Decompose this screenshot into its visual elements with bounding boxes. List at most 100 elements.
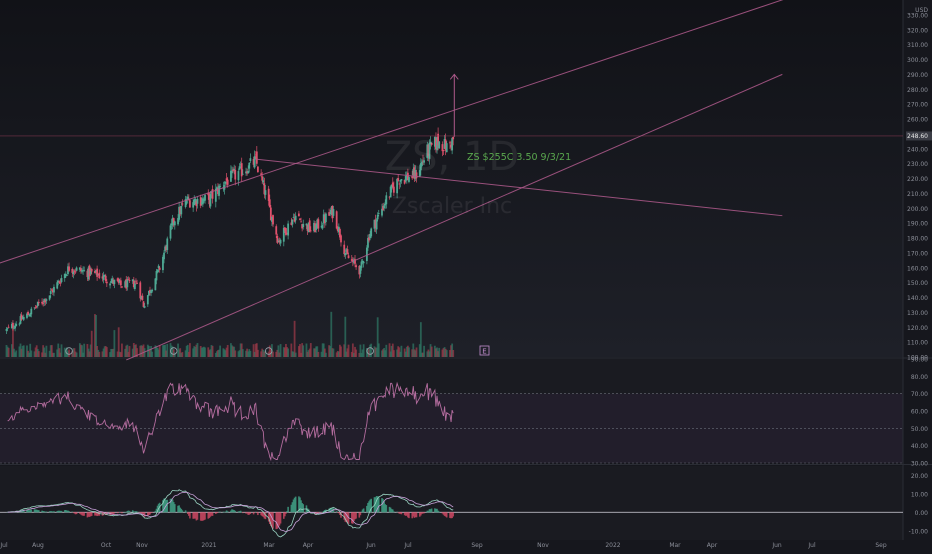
candle [7, 328, 9, 329]
volume-bar [294, 321, 296, 357]
rsi-tick-label: 40.00 [911, 443, 928, 450]
time-tick-label: Jun [771, 542, 782, 549]
candle [56, 282, 58, 288]
candle [254, 156, 256, 167]
candle [343, 245, 345, 254]
price-tick-label: 160.00 [907, 265, 928, 272]
volume-bar [325, 353, 327, 357]
candle [322, 225, 324, 228]
volume-bar [151, 352, 153, 357]
macd-histogram-bar [212, 512, 214, 516]
macd-histogram-bar [242, 512, 244, 513]
price-tick-label: 110.00 [907, 340, 928, 347]
volume-bar [212, 346, 214, 357]
last-price-label: 248.60 [907, 133, 928, 140]
candle [234, 170, 236, 180]
candle [147, 295, 149, 304]
volume-bar [23, 345, 25, 357]
price-tick-label: 150.00 [907, 280, 928, 287]
macd-tick-label: 10.00 [911, 491, 928, 498]
candle [38, 302, 40, 303]
macd-histogram-bar [240, 511, 242, 513]
candle [50, 291, 52, 294]
volume-bar [393, 350, 395, 357]
macd-tick-label: -10.00 [909, 528, 929, 535]
macd-histogram-bar [287, 507, 289, 512]
candle [248, 163, 250, 169]
volume-bar [53, 353, 55, 357]
volume-bar [431, 347, 433, 357]
macd-histogram-bar [285, 512, 287, 514]
macd-histogram-bar [83, 512, 85, 516]
volume-bar [234, 350, 236, 357]
candle [61, 278, 63, 282]
volume-bar [408, 347, 410, 357]
macd-histogram-bar [295, 497, 297, 513]
candle [96, 269, 98, 277]
volume-bar [98, 352, 100, 357]
currency-label: USD [915, 7, 928, 14]
macd-histogram-bar [408, 512, 410, 518]
candle [257, 167, 259, 172]
volume-bar [355, 350, 357, 357]
candle [139, 282, 141, 298]
volume-bar [416, 347, 418, 357]
candle [383, 205, 385, 208]
candle [204, 195, 206, 201]
price-tick-label: 120.00 [907, 325, 928, 332]
macd-histogram-bar [336, 511, 338, 512]
volume-bar [38, 351, 40, 357]
volume-bar [317, 352, 319, 357]
macd-histogram-bar [68, 511, 70, 512]
volume-bar [113, 330, 115, 357]
volume-bar [249, 351, 251, 357]
candle [261, 176, 263, 180]
candle [42, 303, 44, 304]
macd-histogram-bar [71, 512, 73, 513]
volume-bar [91, 331, 93, 357]
macd-histogram-bar [217, 512, 219, 513]
rsi-band [0, 394, 903, 463]
macd-histogram-bar [363, 508, 365, 512]
candle [75, 272, 77, 273]
option-annotation: ZS $255C 3.50 9/3/21 [467, 152, 571, 163]
macd-histogram-bar [197, 512, 199, 519]
volume-bar [423, 346, 425, 357]
candle [200, 197, 202, 206]
candle [157, 270, 159, 273]
candle [212, 189, 214, 199]
volume-bar [68, 349, 70, 357]
volume-bar [30, 350, 32, 357]
candle [27, 312, 29, 315]
candle [315, 225, 317, 230]
candle [393, 187, 395, 193]
candle [14, 326, 16, 329]
volume-bar [197, 343, 199, 357]
candle [309, 220, 311, 231]
price-tick-label: 310.00 [907, 42, 928, 49]
macd-histogram-bar [46, 512, 48, 513]
rsi-tick-label: 50.00 [911, 426, 928, 433]
candle [180, 206, 182, 214]
macd-histogram-bar [53, 511, 55, 512]
macd-histogram-bar [91, 512, 93, 516]
candle [272, 215, 274, 224]
time-tick-label: Jul [403, 542, 412, 549]
candle [98, 273, 100, 278]
candle [36, 306, 38, 307]
macd-histogram-bar [129, 511, 131, 512]
volume-bar [452, 350, 454, 357]
volume-bar [257, 350, 259, 357]
candle [363, 262, 365, 264]
candle [12, 323, 14, 328]
macd-histogram-bar [185, 510, 187, 512]
candle [151, 290, 153, 291]
candle [53, 287, 55, 293]
candle [113, 280, 115, 284]
candle [76, 268, 78, 271]
time-tick-label: Apr [303, 542, 314, 549]
macd-histogram-bar [76, 512, 78, 514]
macd-histogram-bar [234, 511, 236, 512]
candle [262, 180, 264, 182]
volume-bar [378, 343, 380, 357]
